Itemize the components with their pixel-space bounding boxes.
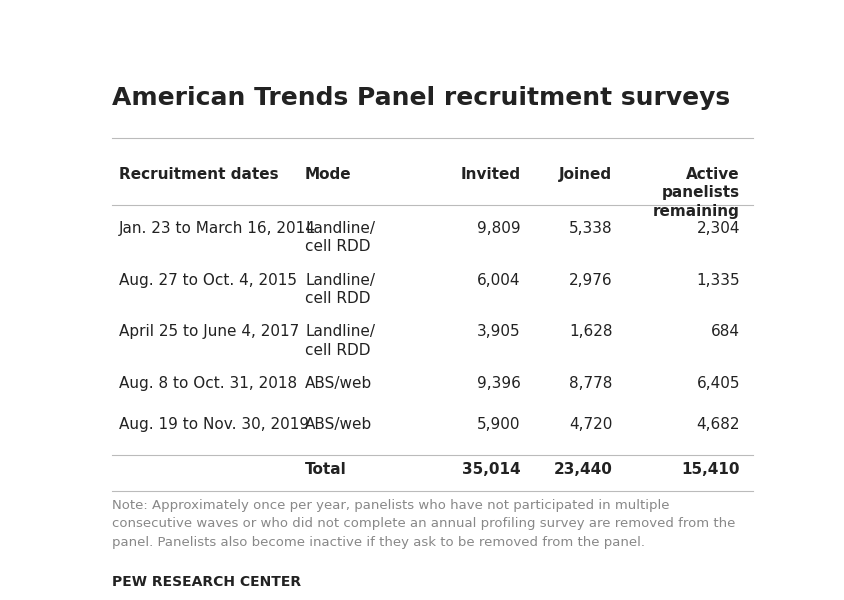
Text: 1,628: 1,628: [569, 324, 613, 339]
Text: ABS/web: ABS/web: [305, 416, 372, 431]
Text: Note: Approximately once per year, panelists who have not participated in multip: Note: Approximately once per year, panel…: [112, 499, 735, 549]
Text: 5,338: 5,338: [569, 221, 613, 236]
Text: 23,440: 23,440: [554, 462, 613, 477]
Text: Landline/
cell RDD: Landline/ cell RDD: [305, 221, 375, 254]
Text: Landline/
cell RDD: Landline/ cell RDD: [305, 324, 375, 358]
Text: Active
panelists
remaining: Active panelists remaining: [653, 167, 740, 219]
Text: Landline/
cell RDD: Landline/ cell RDD: [305, 272, 375, 306]
Text: 9,396: 9,396: [477, 376, 521, 391]
Text: American Trends Panel recruitment surveys: American Trends Panel recruitment survey…: [112, 86, 730, 110]
Text: 9,809: 9,809: [477, 221, 521, 236]
Text: 6,004: 6,004: [478, 272, 521, 287]
Text: 3,905: 3,905: [477, 324, 521, 339]
Text: ABS/web: ABS/web: [305, 376, 372, 391]
Text: PEW RESEARCH CENTER: PEW RESEARCH CENTER: [112, 575, 301, 589]
Text: 6,405: 6,405: [696, 376, 740, 391]
Text: Joined: Joined: [560, 167, 613, 182]
Text: 2,976: 2,976: [569, 272, 613, 287]
Text: 1,335: 1,335: [696, 272, 740, 287]
Text: 4,720: 4,720: [569, 416, 613, 431]
Text: 15,410: 15,410: [681, 462, 740, 477]
Text: April 25 to June 4, 2017: April 25 to June 4, 2017: [118, 324, 299, 339]
Text: Recruitment dates: Recruitment dates: [118, 167, 279, 182]
Text: 8,778: 8,778: [569, 376, 613, 391]
Text: Aug. 8 to Oct. 31, 2018: Aug. 8 to Oct. 31, 2018: [118, 376, 297, 391]
Text: 684: 684: [711, 324, 740, 339]
Text: 2,304: 2,304: [696, 221, 740, 236]
Text: Jan. 23 to March 16, 2014: Jan. 23 to March 16, 2014: [118, 221, 316, 236]
Text: Total: Total: [305, 462, 347, 477]
Text: Mode: Mode: [305, 167, 352, 182]
Text: 35,014: 35,014: [463, 462, 521, 477]
Text: Aug. 19 to Nov. 30, 2019: Aug. 19 to Nov. 30, 2019: [118, 416, 309, 431]
Text: 4,682: 4,682: [696, 416, 740, 431]
Text: 5,900: 5,900: [478, 416, 521, 431]
Text: Invited: Invited: [461, 167, 521, 182]
Text: Aug. 27 to Oct. 4, 2015: Aug. 27 to Oct. 4, 2015: [118, 272, 296, 287]
